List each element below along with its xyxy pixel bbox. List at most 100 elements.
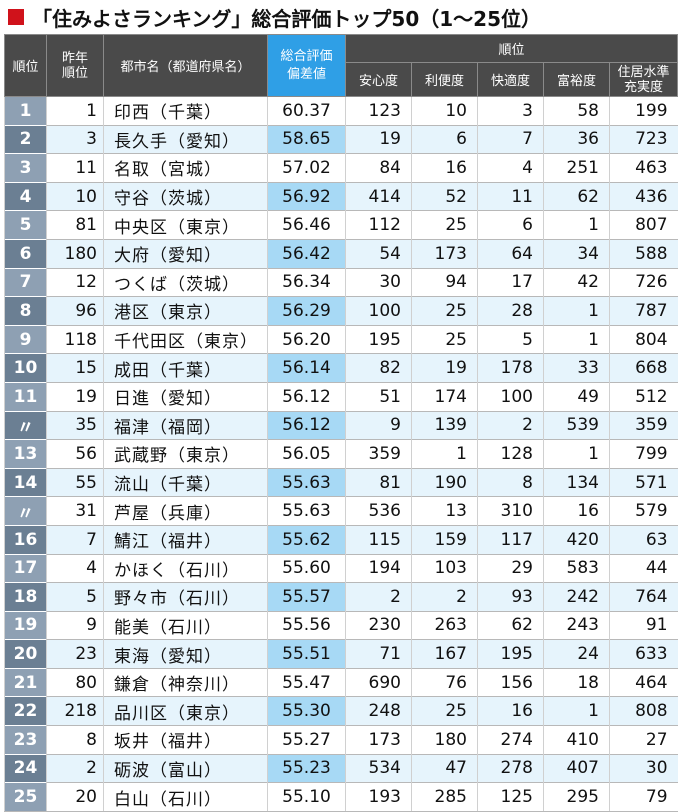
wealth-cell: 1	[543, 696, 610, 726]
prev-rank-cell: 35	[46, 410, 104, 440]
rank-cell: 23	[4, 725, 47, 755]
housing-cell: 726	[608, 267, 678, 297]
city-cell: 芦屋（兵庫）	[103, 496, 268, 526]
comfort-cell: 278	[477, 753, 544, 783]
safety-cell: 173	[345, 725, 412, 755]
table-row: 25 20 白山（石川） 55.10 193 285 125 295 79	[4, 782, 678, 812]
score-cell: 56.92	[267, 181, 346, 211]
comfort-cell: 29	[477, 553, 544, 583]
safety-cell: 81	[345, 467, 412, 497]
safety-cell: 115	[345, 524, 412, 554]
prev-rank-cell: 96	[46, 296, 104, 326]
rank-cell: 8	[4, 296, 47, 326]
score-cell: 55.62	[267, 524, 346, 554]
convenience-cell: 285	[411, 782, 478, 812]
safety-cell: 19	[345, 124, 412, 154]
rank-cell: 11	[4, 381, 47, 412]
safety-cell: 71	[345, 639, 412, 669]
table-row: 4 10 守谷（茨城） 56.92 414 52 11 62 436	[4, 181, 678, 211]
safety-cell: 51	[345, 381, 412, 412]
score-cell: 56.14	[267, 353, 346, 383]
prev-rank-cell: 81	[46, 210, 104, 240]
housing-cell: 571	[608, 467, 678, 497]
wealth-cell: 1	[543, 210, 610, 240]
wealth-cell: 243	[543, 610, 610, 640]
housing-cell: 668	[608, 353, 678, 383]
rank-cell: 13	[4, 439, 47, 469]
housing-cell: 91	[608, 610, 678, 640]
housing-cell: 512	[608, 381, 678, 412]
prev-rank-cell: 31	[46, 496, 104, 526]
table-row: 5 81 中央区（東京） 56.46 112 25 6 1 807	[4, 210, 678, 240]
rank-cell: 〃	[4, 496, 47, 526]
prev-rank-cell: 118	[46, 324, 104, 354]
safety-cell: 9	[345, 410, 412, 440]
rank-cell: 17	[4, 553, 47, 583]
safety-cell: 193	[345, 782, 412, 812]
table-row: 〃 31 芦屋（兵庫） 55.63 536 13 310 16 579	[4, 496, 678, 526]
housing-cell: 464	[608, 667, 678, 697]
safety-cell: 2	[345, 582, 412, 612]
convenience-cell: 94	[411, 267, 478, 297]
housing-cell: 787	[608, 296, 678, 326]
city-cell: 武蔵野（東京）	[103, 439, 268, 469]
convenience-cell: 25	[411, 296, 478, 326]
prev-rank-cell: 218	[46, 696, 104, 726]
prev-rank-cell: 2	[46, 753, 104, 783]
table-row: 10 15 成田（千葉） 56.14 82 19 178 33 668	[4, 353, 678, 383]
rank-cell: 24	[4, 753, 47, 783]
housing-cell: 579	[608, 496, 678, 526]
city-cell: 流山（千葉）	[103, 467, 268, 497]
convenience-cell: 6	[411, 124, 478, 154]
rank-cell: 18	[4, 582, 47, 612]
prev-rank-cell: 12	[46, 267, 104, 297]
wealth-cell: 134	[543, 467, 610, 497]
ranking-table: 順位 昨年順位 都市名（都道府県名） 総合評価偏差値 順位 安心度 利便度 快適…	[4, 34, 679, 812]
comfort-cell: 6	[477, 210, 544, 240]
city-cell: 福津（福岡）	[103, 410, 268, 440]
header-metric-convenience: 利便度	[411, 62, 478, 97]
safety-cell: 534	[345, 753, 412, 783]
city-cell: 千代田区（東京）	[103, 324, 268, 354]
score-cell: 55.30	[267, 696, 346, 726]
city-cell: 長久手（愛知）	[103, 124, 268, 154]
rank-cell: 1	[4, 96, 47, 126]
page-title: 「住みよさランキング」総合評価トップ50（1〜25位）	[32, 6, 541, 31]
comfort-cell: 64	[477, 238, 544, 269]
city-cell: 品川区（東京）	[103, 696, 268, 726]
convenience-cell: 180	[411, 725, 478, 755]
header-group-rank: 順位	[344, 34, 679, 63]
housing-cell: 63	[608, 524, 678, 554]
prev-rank-cell: 19	[46, 381, 104, 412]
header-score: 総合評価偏差値	[267, 34, 346, 97]
city-cell: 鎌倉（神奈川）	[103, 667, 268, 697]
wealth-cell: 33	[543, 353, 610, 383]
convenience-cell: 47	[411, 753, 478, 783]
rank-cell: 3	[4, 153, 47, 183]
header-metric-safety: 安心度	[345, 62, 412, 97]
convenience-cell: 190	[411, 467, 478, 497]
header-metric-housing-label: 住居水準充実度	[617, 64, 670, 95]
city-cell: 白山（石川）	[103, 782, 268, 812]
rank-cell: 25	[4, 782, 47, 812]
wealth-cell: 49	[543, 381, 610, 412]
comfort-cell: 117	[477, 524, 544, 554]
convenience-cell: 173	[411, 238, 478, 269]
wealth-cell: 410	[543, 725, 610, 755]
wealth-cell: 295	[543, 782, 610, 812]
score-cell: 55.63	[267, 496, 346, 526]
city-cell: 名取（宮城）	[103, 153, 268, 183]
city-cell: 大府（愛知）	[103, 238, 268, 269]
title-bar: 「住みよさランキング」総合評価トップ50（1〜25位）	[0, 0, 681, 34]
convenience-cell: 263	[411, 610, 478, 640]
safety-cell: 359	[345, 439, 412, 469]
rank-cell: 5	[4, 210, 47, 240]
table-row: 24 2 砺波（富山） 55.23 534 47 278 407 30	[4, 753, 678, 783]
table-row: 1 1 印西（千葉） 60.37 123 10 3 58 199	[4, 96, 678, 126]
city-cell: 守谷（茨城）	[103, 181, 268, 211]
header-city: 都市名（都道府県名）	[103, 34, 268, 97]
housing-cell: 799	[608, 439, 678, 469]
comfort-cell: 100	[477, 381, 544, 412]
score-cell: 55.27	[267, 725, 346, 755]
rank-cell: 2	[4, 124, 47, 154]
